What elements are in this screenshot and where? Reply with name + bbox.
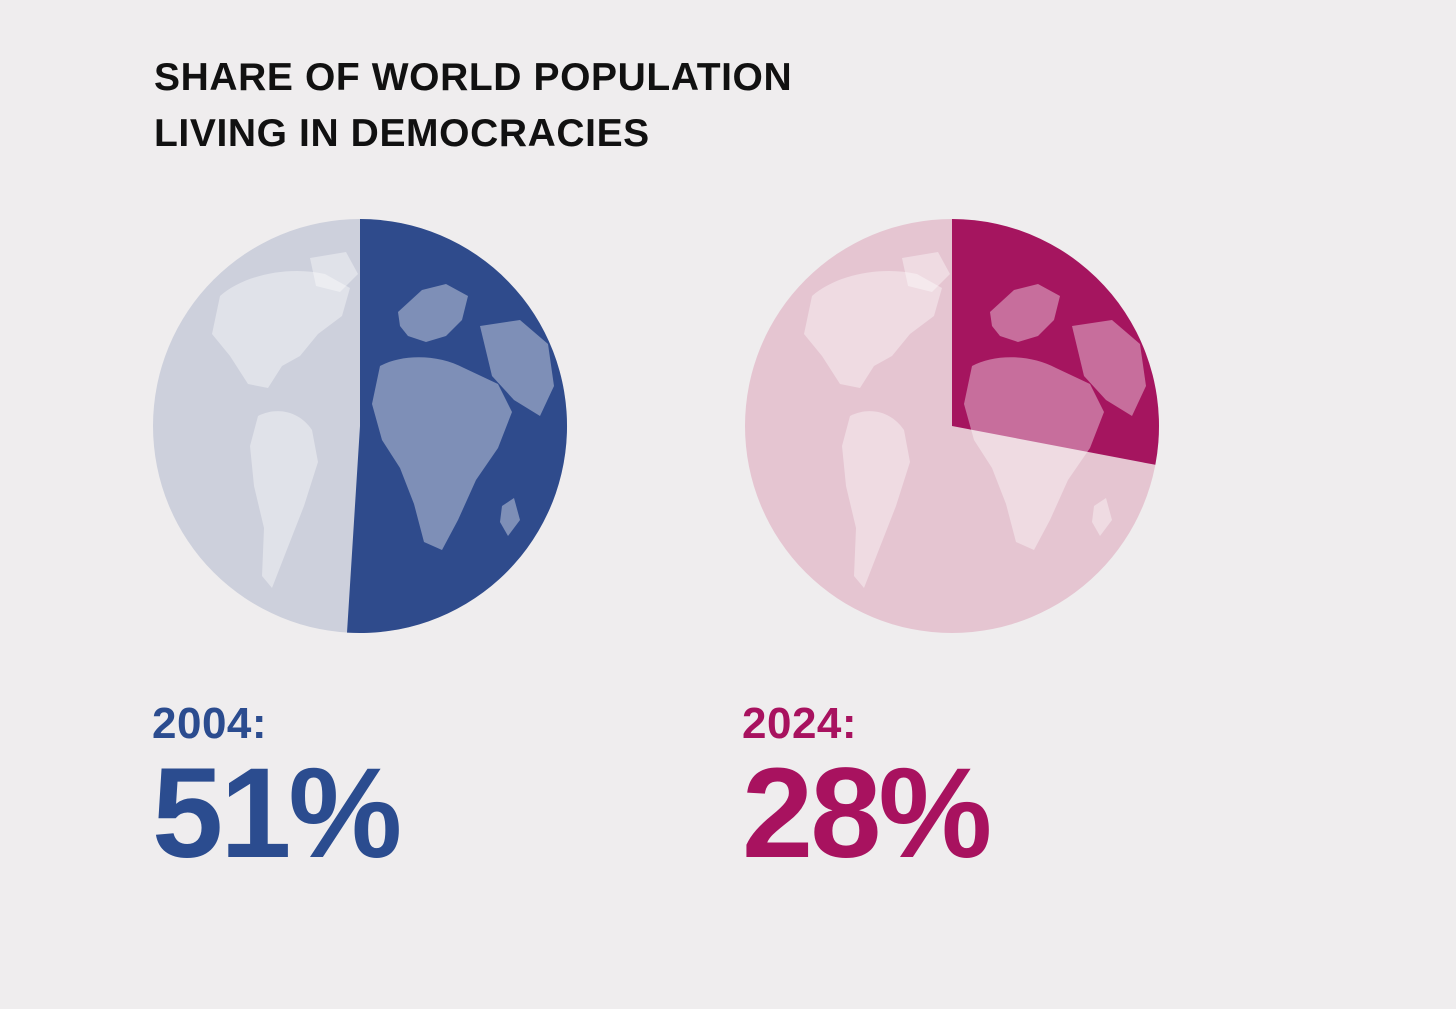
percent-label-2004: 51% bbox=[152, 742, 402, 885]
globe-icon bbox=[212, 252, 554, 588]
percent-label-2024: 28% bbox=[742, 742, 992, 885]
chart-title-line-1: SHARE OF WORLD POPULATION bbox=[154, 56, 793, 99]
globe-icon bbox=[804, 252, 1146, 588]
chart-title-line-2: LIVING IN DEMOCRACIES bbox=[154, 112, 650, 155]
pie-slice-2004 bbox=[347, 219, 568, 634]
pie-slice-2024 bbox=[952, 219, 1159, 465]
year-label-2004: 2004: bbox=[152, 699, 268, 748]
pie-chart-2024 bbox=[745, 219, 1159, 633]
year-label-2024: 2024: bbox=[742, 699, 858, 748]
pie-chart-2004 bbox=[153, 219, 568, 634]
chart-title: SHARE OF WORLD POPULATION LIVING IN DEMO… bbox=[154, 50, 792, 162]
